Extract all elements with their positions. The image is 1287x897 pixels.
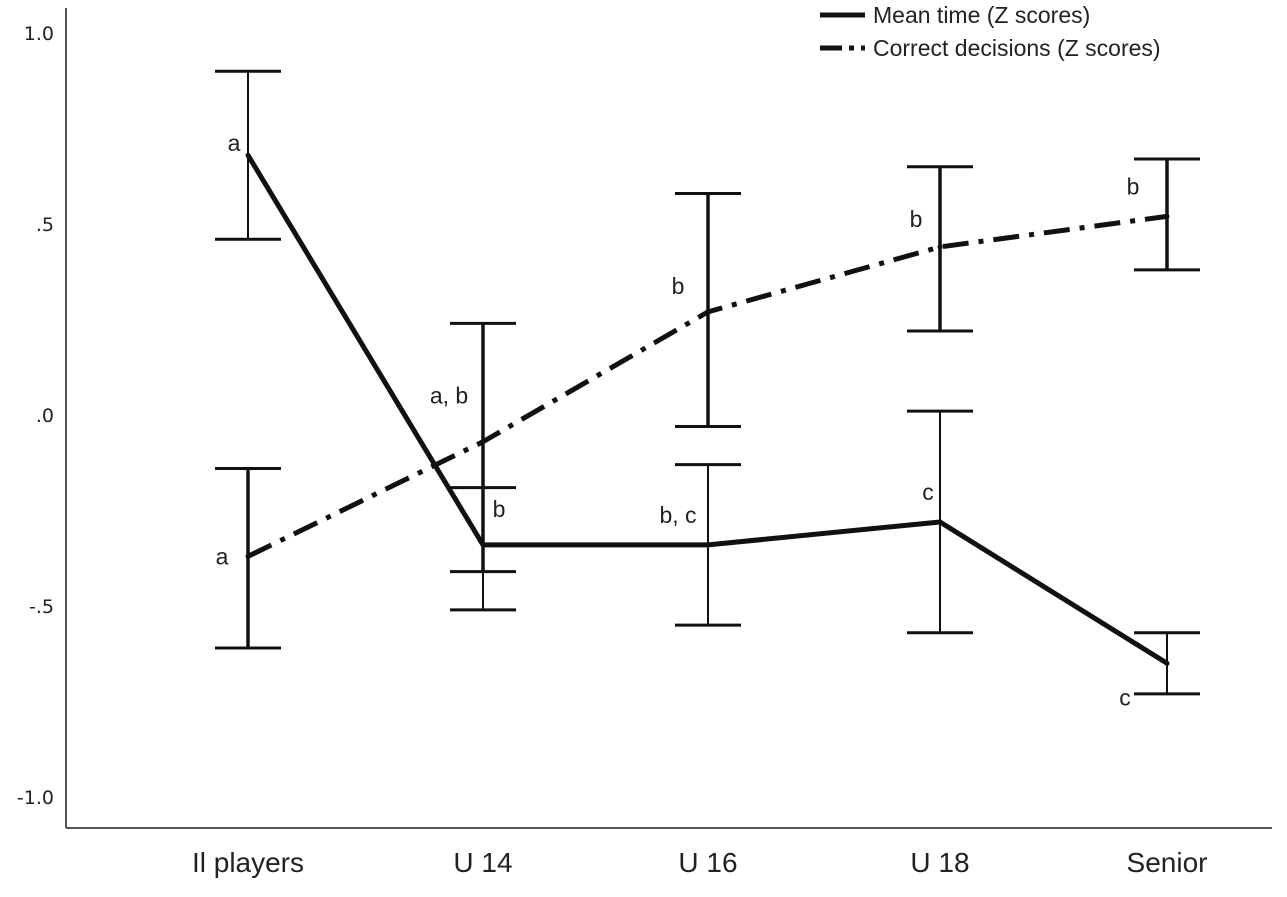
correct-decisions-group-label: a (216, 543, 229, 569)
error-bars (215, 69, 1200, 696)
correct-decisions-point (937, 244, 943, 250)
mean-time-point (245, 152, 251, 158)
legend: Mean time (Z scores) Correct decisions (Z… (820, 2, 1161, 61)
correct-decisions-group-label: a, b (430, 383, 468, 409)
correct-decisions-group-label: b (910, 206, 923, 232)
mean-time-group-label: c (1119, 684, 1131, 710)
y-tick-label: .0 (36, 405, 54, 427)
x-tick-label: U 18 (910, 847, 969, 878)
correct-decisions-point (480, 439, 486, 445)
correct-decisions-point (245, 553, 251, 559)
y-tick-label: 1.0 (24, 23, 54, 45)
mean-time-point (1164, 660, 1170, 666)
mean-time-group-label: b (493, 496, 506, 522)
axes: 1.0 .5 .0 -.5 -1.0 Il players U 14 U 16 U 18 Seni… (17, 8, 1272, 878)
correct-decisions-group-label: b (1127, 173, 1140, 199)
x-tick-label: U 16 (678, 847, 737, 878)
legend-label: Correct decisions (Z scores) (873, 35, 1161, 61)
mean-time-group-label: b, c (659, 502, 696, 528)
mean-time-point (705, 542, 711, 548)
y-tick-label: .5 (36, 214, 54, 236)
x-tick-label: Il players (192, 847, 304, 878)
series-lines (245, 152, 1170, 666)
y-tick-label: -1.0 (17, 787, 54, 809)
x-tick-label: Senior (1127, 847, 1208, 878)
mean-time-point (480, 542, 486, 548)
group-annotations: a b b, c c c a a, b b b b (216, 130, 1140, 710)
mean-time-group-label: a (228, 130, 241, 156)
y-tick-label: -.5 (29, 596, 54, 618)
mean-time-group-label: c (922, 479, 934, 505)
x-tick-label: U 14 (453, 847, 512, 878)
correct-decisions-error-bar (450, 321, 516, 574)
legend-label: Mean time (Z scores) (873, 2, 1090, 28)
correct-decisions-point (1164, 213, 1170, 219)
mean-time-point (937, 519, 943, 525)
correct-decisions-point (705, 309, 711, 315)
correct-decisions-group-label: b (672, 273, 685, 299)
